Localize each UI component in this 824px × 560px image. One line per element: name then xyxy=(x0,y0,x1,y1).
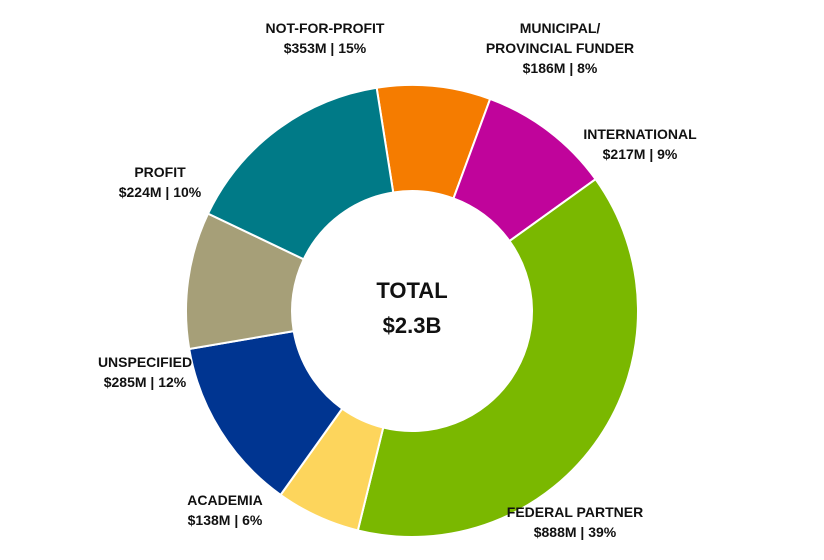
slice-label-academia: ACADEMIA $138M | 6% xyxy=(187,492,263,528)
slice-not-for-profit xyxy=(206,86,395,261)
slice-label-unspecified: UNSPECIFIED $285M | 12% xyxy=(97,354,193,390)
slice-label-profit: PROFIT $224M | 10% xyxy=(118,164,202,200)
slice-label-federal: FEDERAL PARTNER $888M | 39% xyxy=(506,504,644,540)
slice-label-municipal: MUNICIPAL/ PROVINCIAL FUNDER $186M | 8% xyxy=(485,20,635,76)
slice-label-international: INTERNATIONAL $217M | 9% xyxy=(583,126,697,162)
slice-label-not-for-profit: NOT-FOR-PROFIT $353M | 15% xyxy=(265,20,385,56)
slice-federal xyxy=(356,177,639,538)
center-total-value: $2.3B xyxy=(382,313,442,338)
center-total-label: TOTAL xyxy=(376,278,448,303)
